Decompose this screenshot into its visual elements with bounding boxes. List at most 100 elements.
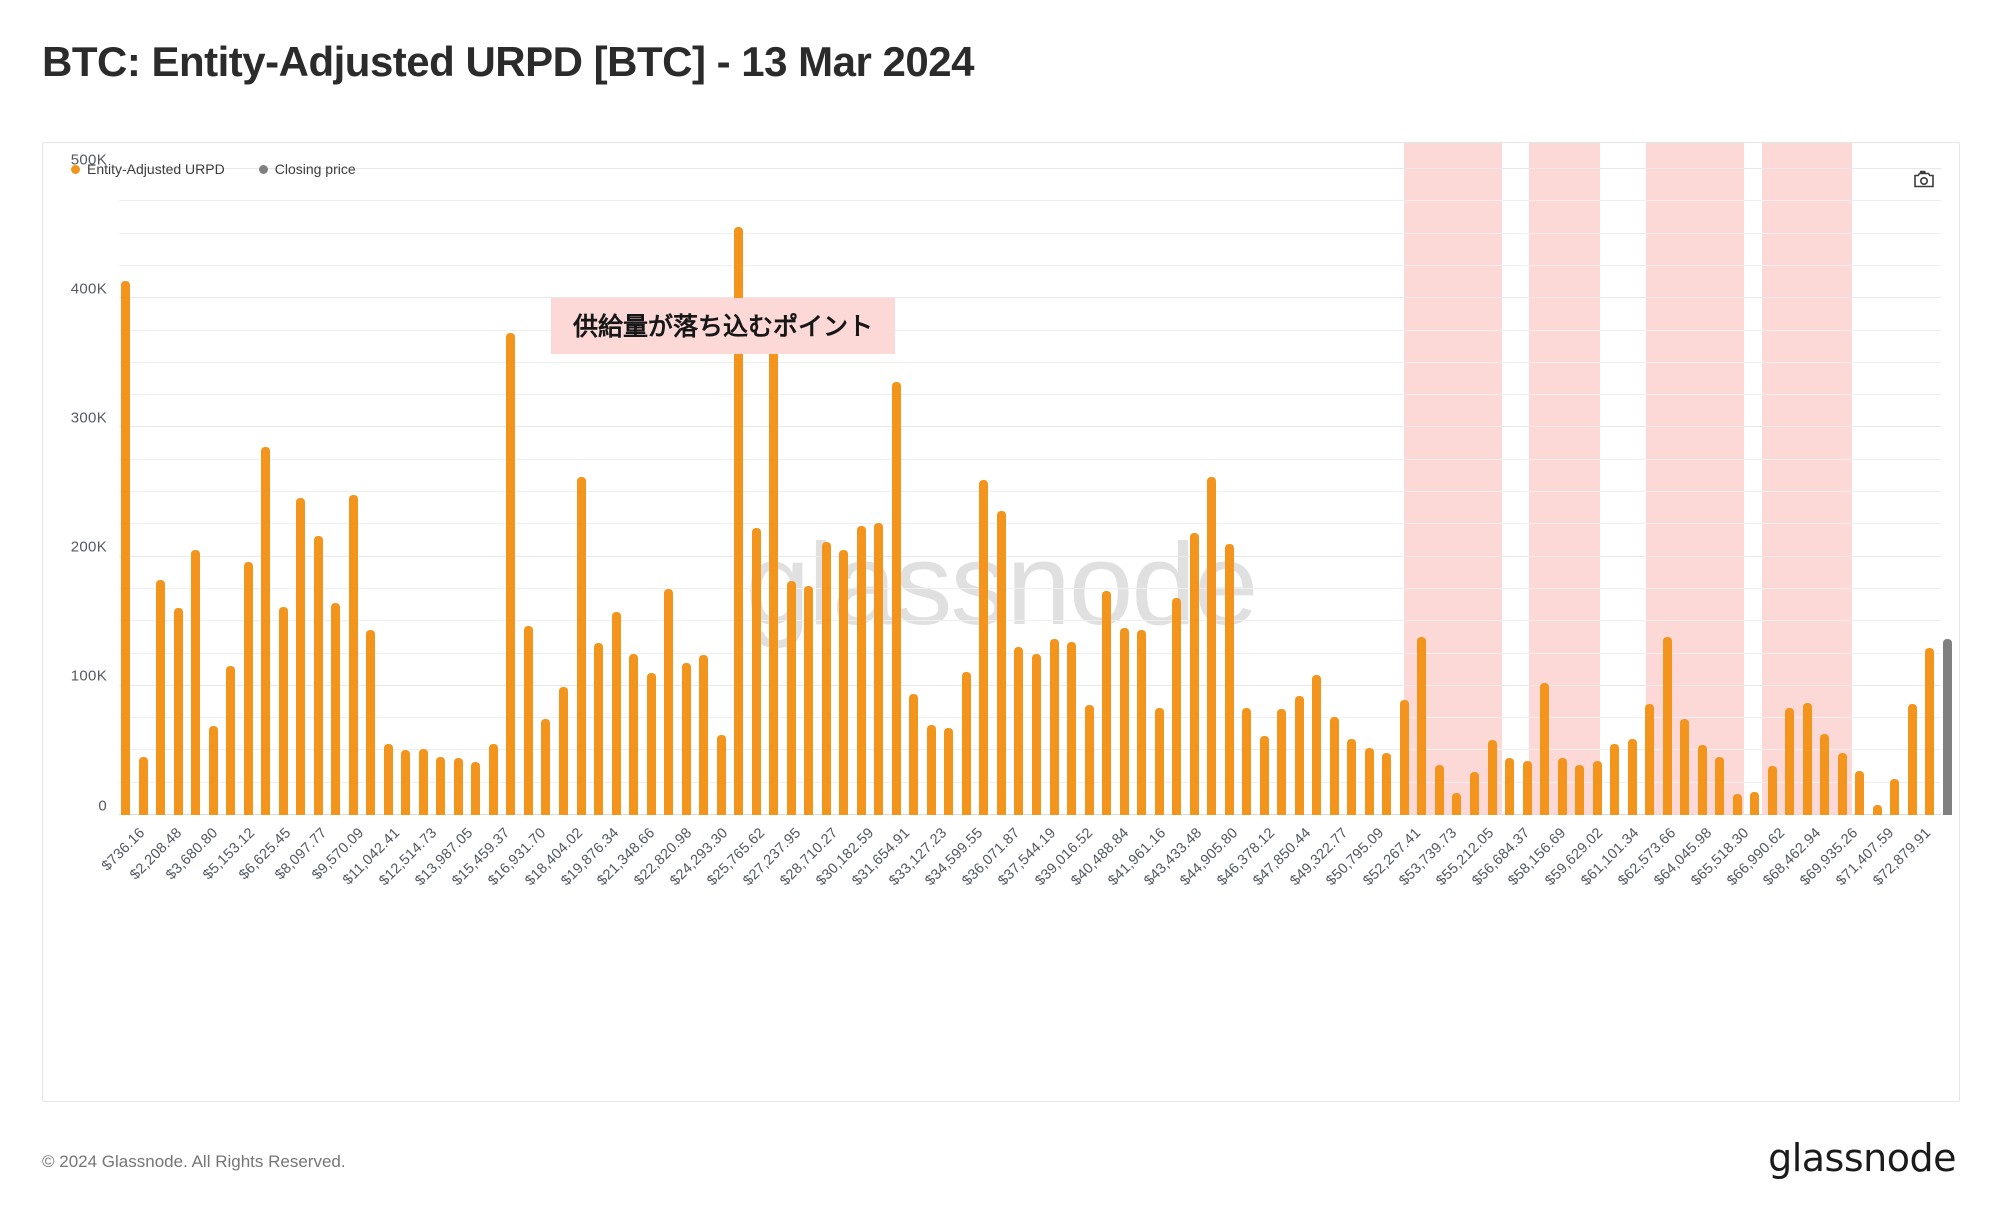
bar[interactable]	[1732, 794, 1742, 815]
bar[interactable]	[699, 654, 709, 815]
bar[interactable]	[1785, 707, 1795, 815]
bar[interactable]	[716, 734, 726, 815]
bar[interactable]	[1750, 791, 1760, 815]
bar[interactable]	[1224, 543, 1234, 815]
bar[interactable]	[786, 581, 796, 815]
bar[interactable]	[1540, 683, 1550, 815]
bar[interactable]	[1189, 533, 1199, 815]
bar[interactable]	[173, 608, 183, 815]
bar[interactable]	[1014, 647, 1024, 815]
bar[interactable]	[1102, 591, 1112, 815]
bar[interactable]	[891, 382, 901, 815]
bar[interactable]	[261, 446, 271, 815]
bar[interactable]	[1347, 738, 1357, 815]
bar[interactable]	[1312, 675, 1322, 815]
bar[interactable]	[1697, 745, 1707, 815]
bar[interactable]	[821, 542, 831, 815]
bar[interactable]	[1434, 764, 1444, 815]
bar[interactable]	[1399, 700, 1409, 815]
bar[interactable]	[243, 561, 253, 815]
bar[interactable]	[1592, 760, 1602, 815]
bar[interactable]	[366, 630, 376, 815]
bar[interactable]	[1872, 804, 1882, 815]
bar[interactable]	[1855, 771, 1865, 815]
bar[interactable]	[751, 528, 761, 815]
bar[interactable]	[471, 762, 481, 815]
bar[interactable]	[874, 523, 884, 815]
bar[interactable]	[1452, 793, 1462, 815]
bar[interactable]	[839, 550, 849, 815]
bar[interactable]	[979, 480, 989, 815]
bar[interactable]	[1680, 719, 1690, 815]
bar[interactable]	[383, 743, 393, 815]
bar[interactable]	[1890, 778, 1900, 815]
bar[interactable]	[558, 687, 568, 815]
bar[interactable]	[629, 653, 639, 815]
bar[interactable]	[226, 666, 236, 815]
bar[interactable]	[436, 756, 446, 815]
bar[interactable]	[646, 672, 656, 815]
bar[interactable]	[1277, 709, 1287, 815]
bar[interactable]	[1557, 758, 1567, 815]
bar[interactable]	[944, 728, 954, 815]
bar[interactable]	[1505, 758, 1515, 815]
closing-price-bar[interactable]	[1943, 639, 1952, 815]
bar[interactable]	[1662, 636, 1672, 815]
bar[interactable]	[611, 612, 621, 815]
bar[interactable]	[1119, 627, 1129, 815]
bar[interactable]	[506, 333, 516, 815]
bar[interactable]	[1802, 702, 1812, 815]
bar[interactable]	[1907, 703, 1917, 815]
bar[interactable]	[1084, 705, 1094, 815]
bar[interactable]	[1487, 740, 1497, 815]
bar[interactable]	[909, 693, 919, 815]
bar[interactable]	[348, 494, 358, 815]
bar[interactable]	[1259, 736, 1269, 815]
bar[interactable]	[1032, 653, 1041, 815]
bar[interactable]	[1364, 747, 1374, 815]
legend-item-closing-price[interactable]: Closing price	[258, 161, 356, 177]
bar[interactable]	[296, 498, 306, 815]
bar[interactable]	[121, 281, 130, 815]
bar[interactable]	[996, 511, 1006, 815]
bar[interactable]	[1715, 756, 1725, 815]
bar[interactable]	[541, 719, 551, 815]
bar[interactable]	[681, 662, 691, 815]
bar[interactable]	[1645, 703, 1655, 815]
bar[interactable]	[331, 603, 341, 815]
bar[interactable]	[1172, 597, 1182, 815]
bar[interactable]	[1820, 733, 1830, 815]
bar[interactable]	[1925, 648, 1935, 815]
bar[interactable]	[1575, 764, 1585, 815]
bar[interactable]	[1767, 765, 1777, 815]
bar[interactable]	[594, 643, 604, 815]
bar[interactable]	[1137, 630, 1147, 815]
bar[interactable]	[278, 607, 288, 815]
bar[interactable]	[1382, 752, 1392, 815]
bar[interactable]	[418, 749, 428, 815]
bar[interactable]	[961, 671, 971, 815]
bar[interactable]	[1469, 772, 1479, 815]
bar[interactable]	[664, 588, 674, 815]
bar[interactable]	[453, 758, 463, 815]
bar[interactable]	[1049, 639, 1059, 815]
bar[interactable]	[1522, 760, 1532, 815]
bar[interactable]	[926, 724, 936, 815]
bar[interactable]	[804, 586, 814, 815]
bar[interactable]	[1154, 707, 1164, 815]
bar[interactable]	[208, 725, 218, 815]
bar[interactable]	[401, 750, 411, 815]
bar[interactable]	[1242, 707, 1252, 815]
camera-icon[interactable]	[1911, 167, 1937, 193]
bar[interactable]	[1610, 743, 1620, 815]
bar[interactable]	[313, 535, 323, 815]
bar[interactable]	[576, 476, 586, 815]
bar[interactable]	[523, 626, 533, 815]
bar[interactable]	[138, 756, 148, 815]
bar[interactable]	[1294, 696, 1304, 815]
bar[interactable]	[1329, 716, 1339, 815]
bar[interactable]	[1067, 641, 1077, 815]
bar[interactable]	[856, 525, 866, 815]
bar[interactable]	[734, 227, 744, 815]
bar[interactable]	[1207, 476, 1217, 815]
